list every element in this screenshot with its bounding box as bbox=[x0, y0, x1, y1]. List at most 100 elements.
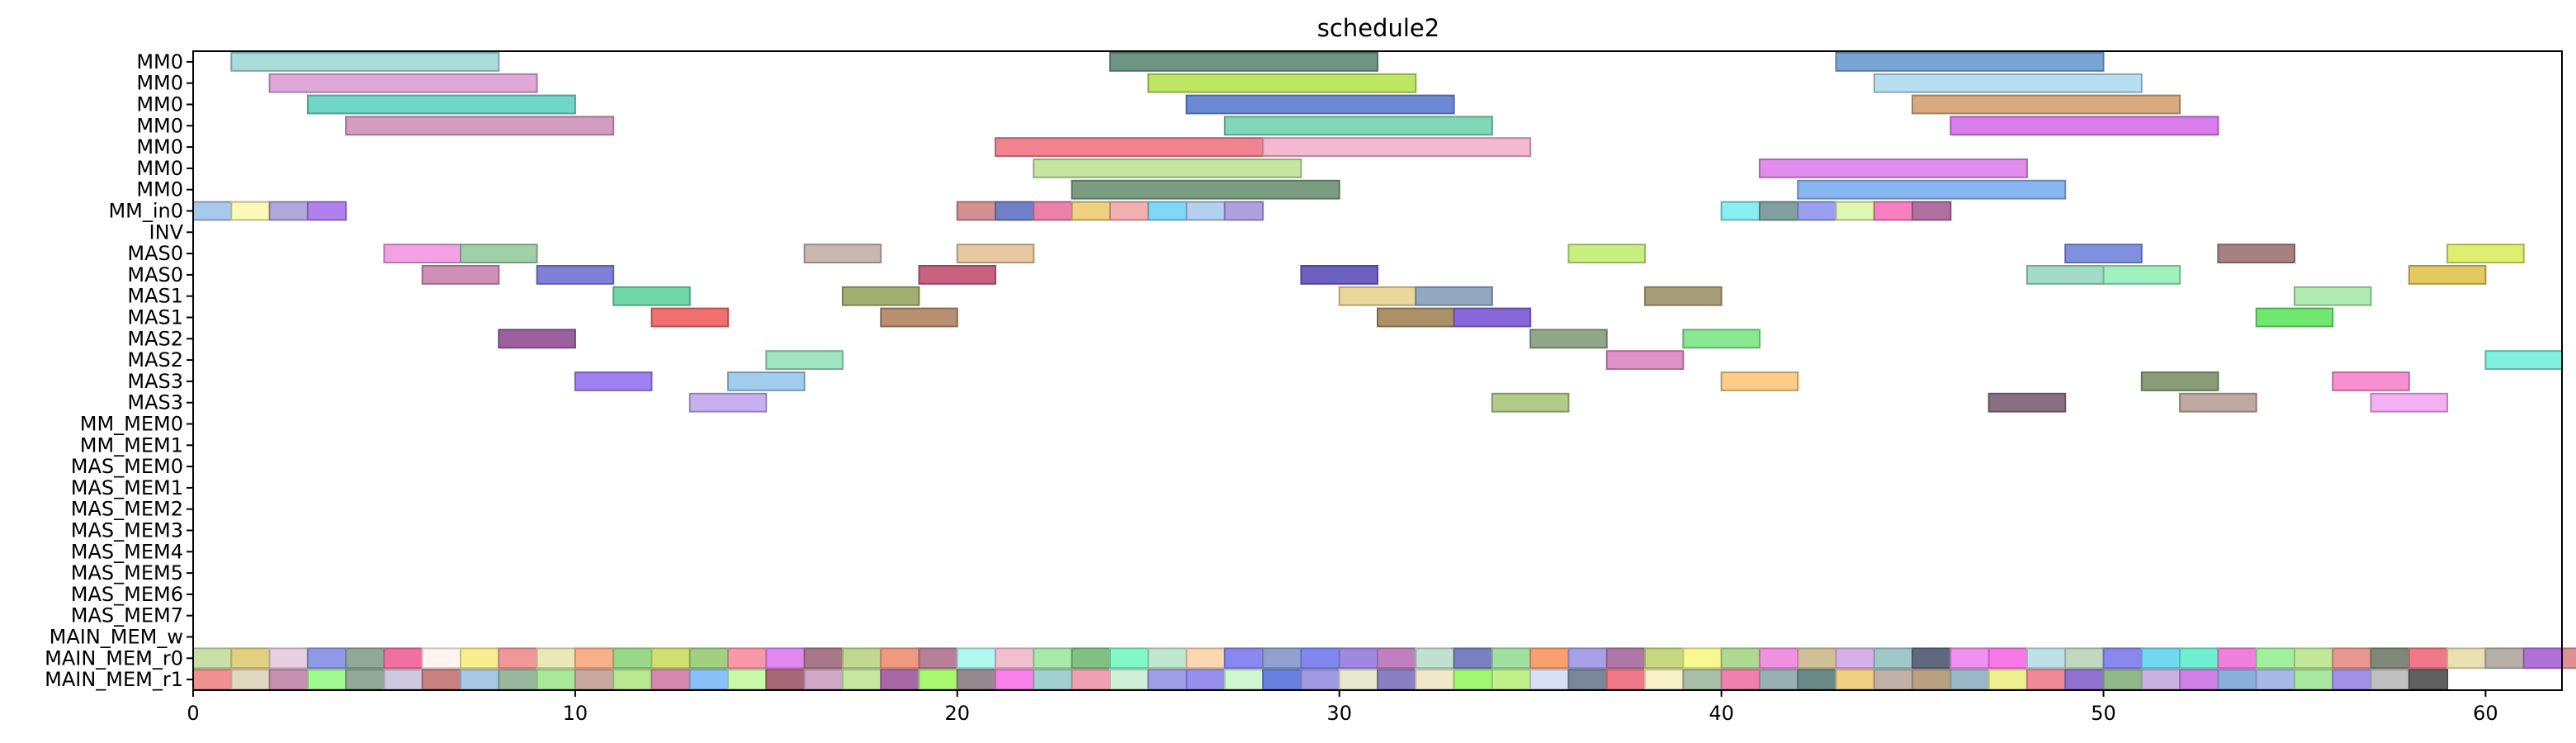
x-tick-label-0: 0 bbox=[187, 702, 199, 725]
main-mem-r1-cell-16 bbox=[803, 669, 844, 691]
task-bar-mm-in0-22 bbox=[956, 201, 997, 221]
row-label-26: MAS_MEM7 bbox=[71, 604, 183, 627]
task-bar-mm-in0-27 bbox=[1147, 201, 1188, 221]
task-bar-mas2-66 bbox=[1605, 350, 1685, 371]
main-mem-r0-cell-7 bbox=[460, 647, 500, 670]
task-bar-mas1-56 bbox=[2293, 286, 2372, 306]
main-mem-r1-cell-28 bbox=[1262, 669, 1302, 691]
task-bar-mas2-67 bbox=[2484, 350, 2564, 371]
task-bar-mas3-70 bbox=[1720, 372, 1799, 391]
main-mem-r1-cell-32 bbox=[1415, 669, 1455, 691]
main-mem-r0-cell-36 bbox=[1567, 647, 1608, 670]
main-mem-r0-cell-14 bbox=[727, 647, 768, 670]
main-mem-r1-cell-34 bbox=[1491, 669, 1532, 691]
main-mem-r1-cell-5 bbox=[383, 669, 423, 691]
main-mem-r0-cell-34 bbox=[1491, 647, 1532, 670]
main-mem-r0-cell-37 bbox=[1605, 647, 1647, 670]
main-mem-r0-cell-27 bbox=[1223, 647, 1264, 670]
main-mem-r0-cell-56 bbox=[2332, 647, 2372, 670]
main-mem-r1-cell-26 bbox=[1185, 669, 1226, 691]
task-bar-mas3-69 bbox=[727, 372, 806, 391]
main-mem-r0-cell-33 bbox=[1453, 647, 1493, 670]
main-mem-r1-cell-37 bbox=[1605, 669, 1647, 691]
row-label-24: MAS_MEM5 bbox=[71, 561, 183, 584]
task-bar-mm0-12 bbox=[995, 137, 1264, 157]
main-mem-r0-cell-43 bbox=[1835, 647, 1875, 670]
plot-frame bbox=[192, 50, 2563, 691]
main-mem-r0-cell-8 bbox=[498, 647, 538, 670]
main-mem-r0-cell-58 bbox=[2408, 647, 2449, 670]
main-mem-r0-cell-47 bbox=[1988, 647, 2028, 670]
main-mem-r1-cell-58 bbox=[2408, 669, 2449, 691]
main-mem-r0-cell-4 bbox=[345, 647, 385, 670]
x-tick-label-10: 10 bbox=[563, 702, 588, 725]
main-mem-r1-cell-47 bbox=[1988, 669, 2028, 691]
x-tick-label-30: 30 bbox=[1326, 702, 1352, 725]
main-mem-r0-cell-61 bbox=[2522, 647, 2564, 670]
main-mem-r0-cell-0 bbox=[192, 647, 233, 670]
chart-title: schedule2 bbox=[1317, 14, 1439, 42]
main-mem-r0-cell-6 bbox=[421, 647, 462, 670]
row-label-13: MAS2 bbox=[127, 327, 183, 350]
task-bar-mm-in0-23 bbox=[995, 201, 1035, 221]
main-mem-r1-cell-25 bbox=[1147, 669, 1188, 691]
main-mem-r1-cell-29 bbox=[1300, 669, 1340, 691]
task-bar-mas0-46 bbox=[918, 265, 997, 285]
task-bar-mm0-0 bbox=[230, 52, 500, 72]
main-mem-r0-cell-41 bbox=[1758, 647, 1799, 670]
main-mem-r1-cell-44 bbox=[1873, 669, 1914, 691]
task-bar-mm0-1 bbox=[1108, 52, 1379, 72]
main-mem-r1-cell-52 bbox=[2179, 669, 2219, 691]
main-mem-r1-cell-40 bbox=[1720, 669, 1761, 691]
row-label-14: MAS2 bbox=[127, 348, 183, 372]
main-mem-r0-cell-9 bbox=[536, 647, 576, 670]
main-mem-r0-cell-21 bbox=[995, 647, 1035, 670]
main-mem-r0-cell-2 bbox=[268, 647, 309, 670]
row-label-23: MAS_MEM4 bbox=[71, 540, 183, 563]
task-bar-mm-in0-33 bbox=[1835, 201, 1875, 221]
task-bar-mas0-39 bbox=[956, 244, 1035, 264]
row-label-12: MAS1 bbox=[127, 306, 183, 329]
row-label-16: MAS3 bbox=[127, 391, 183, 414]
task-bar-mm0-3 bbox=[268, 73, 538, 93]
main-mem-r0-cell-5 bbox=[383, 647, 423, 670]
task-bar-mm-in0-32 bbox=[1797, 201, 1837, 221]
task-bar-mas3-77 bbox=[2370, 392, 2449, 413]
main-mem-r0-cell-10 bbox=[574, 647, 615, 670]
task-bar-mas3-76 bbox=[2179, 392, 2257, 413]
row-label-6: MM0 bbox=[136, 178, 183, 201]
main-mem-r0-cell-20 bbox=[956, 647, 997, 670]
main-mem-r1-cell-55 bbox=[2293, 669, 2334, 691]
task-bar-mm-in0-19 bbox=[230, 201, 271, 221]
main-mem-r0-cell-31 bbox=[1377, 647, 1417, 670]
main-mem-r1-cell-18 bbox=[880, 669, 920, 691]
row-label-3: MM0 bbox=[136, 114, 183, 137]
main-mem-r0-cell-3 bbox=[306, 647, 347, 670]
bars-layer bbox=[192, 52, 2576, 691]
row-label-20: MAS_MEM1 bbox=[71, 476, 183, 499]
main-mem-r0-cell-18 bbox=[880, 647, 920, 670]
main-mem-r1-cell-36 bbox=[1567, 669, 1608, 691]
task-bar-mas2-64 bbox=[1682, 329, 1761, 349]
main-mem-r0-cell-50 bbox=[2102, 647, 2143, 670]
main-mem-r0-cell-46 bbox=[1950, 647, 1990, 670]
main-mem-r1-cell-3 bbox=[306, 669, 347, 691]
row-label-18: MM_MEM1 bbox=[80, 433, 183, 457]
task-bar-mm-in0-31 bbox=[1758, 201, 1799, 221]
main-mem-r0-cell-59 bbox=[2446, 647, 2487, 670]
main-mem-r1-cell-14 bbox=[727, 669, 768, 691]
row-label-25: MAS_MEM6 bbox=[71, 583, 183, 606]
main-mem-r1-cell-53 bbox=[2217, 669, 2257, 691]
task-bar-mas0-41 bbox=[2064, 244, 2143, 264]
main-mem-r1-cell-56 bbox=[2332, 669, 2372, 691]
row-label-22: MAS_MEM3 bbox=[71, 519, 183, 542]
main-mem-r0-cell-54 bbox=[2255, 647, 2295, 670]
task-bar-mas1-51 bbox=[612, 286, 691, 306]
task-bar-mm-in0-26 bbox=[1108, 201, 1150, 221]
main-mem-r1-cell-35 bbox=[1529, 669, 1570, 691]
main-mem-r0-cell-19 bbox=[918, 647, 958, 670]
main-mem-r1-cell-1 bbox=[230, 669, 271, 691]
main-mem-r1-cell-42 bbox=[1797, 669, 1837, 691]
task-bar-mm0-16 bbox=[1071, 179, 1340, 200]
main-mem-r0-cell-52 bbox=[2179, 647, 2219, 670]
